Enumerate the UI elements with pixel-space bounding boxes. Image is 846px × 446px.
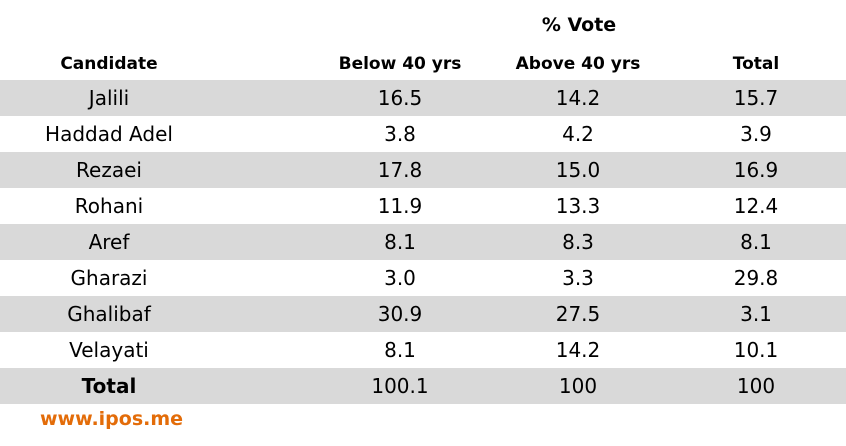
candidate-name-cell: Gharazi (70, 266, 148, 290)
candidate-name-cell: Total (81, 374, 137, 398)
vote-value-cell: 27.5 (555, 302, 601, 326)
table-row: Rezaei 17.8 15.0 16.9 (0, 152, 846, 188)
vote-value-cell: 17.8 (377, 158, 423, 182)
vote-value-cell: 14.2 (555, 338, 601, 362)
candidate-name-cell: Rezaei (76, 158, 142, 182)
table-row: Haddad Adel 3.8 4.2 3.9 (0, 116, 846, 152)
vote-value-cell: 3.3 (562, 266, 594, 290)
column-header-total: Total (732, 54, 780, 74)
candidate-name-cell: Velayati (69, 338, 149, 362)
column-header-above-40: Above 40 yrs (515, 54, 641, 74)
table-row: Gharazi 3.0 3.3 29.8 (0, 260, 846, 296)
table-row: Ghalibaf 30.9 27.5 3.1 (0, 296, 846, 332)
candidate-name-cell: Aref (88, 230, 130, 254)
vote-value-cell: 11.9 (377, 194, 423, 218)
candidate-name-cell: Rohani (74, 194, 144, 218)
column-header-below-40: Below 40 yrs (338, 54, 462, 74)
vote-value-cell: 12.4 (733, 194, 779, 218)
vote-value-cell: 30.9 (377, 302, 423, 326)
table-row: Jalili 16.5 14.2 15.7 (0, 80, 846, 116)
total-row: Total 100.1 100 100 (0, 368, 846, 404)
vote-value-cell: 8.1 (740, 230, 772, 254)
candidate-name-cell: Haddad Adel (45, 122, 173, 146)
vote-value-cell: 3.8 (384, 122, 416, 146)
source-url: www.ipos.me (40, 408, 184, 430)
vote-value-cell: 13.3 (555, 194, 601, 218)
candidate-name-cell: Ghalibaf (67, 302, 151, 326)
table-row: Velayati 8.1 14.2 10.1 (0, 332, 846, 368)
column-header-candidate: Candidate (60, 54, 158, 74)
table-body: Jalili 16.5 14.2 15.7 Haddad Adel 3.8 4.2 3.9 Re… (0, 80, 846, 404)
vote-value-cell: 100.1 (371, 374, 429, 398)
vote-value-cell: 4.2 (562, 122, 594, 146)
vote-value-cell: 14.2 (555, 86, 601, 110)
table-row: Aref 8.1 8.3 8.1 (0, 224, 846, 260)
table-header: Candidate Below 40 yrs Above 40 yrs Tota… (0, 52, 846, 80)
vote-value-cell: 16.9 (733, 158, 779, 182)
vote-value-cell: 100 (736, 374, 776, 398)
vote-value-cell: 100 (558, 374, 598, 398)
candidate-name-cell: Jalili (88, 86, 130, 110)
vote-value-cell: 15.7 (733, 86, 779, 110)
vote-value-cell: 8.3 (562, 230, 594, 254)
vote-value-cell: 10.1 (733, 338, 779, 362)
vote-value-cell: 29.8 (733, 266, 779, 290)
vote-value-cell: 15.0 (555, 158, 601, 182)
table-row: Rohani 11.9 13.3 12.4 (0, 188, 846, 224)
vote-value-cell: 8.1 (384, 230, 416, 254)
vote-value-cell: 3.0 (384, 266, 416, 290)
vote-value-cell: 8.1 (384, 338, 416, 362)
vote-value-cell: 3.9 (740, 122, 772, 146)
percent-vote-header: % Vote (541, 14, 617, 36)
vote-value-cell: 3.1 (740, 302, 772, 326)
vote-value-cell: 16.5 (377, 86, 423, 110)
